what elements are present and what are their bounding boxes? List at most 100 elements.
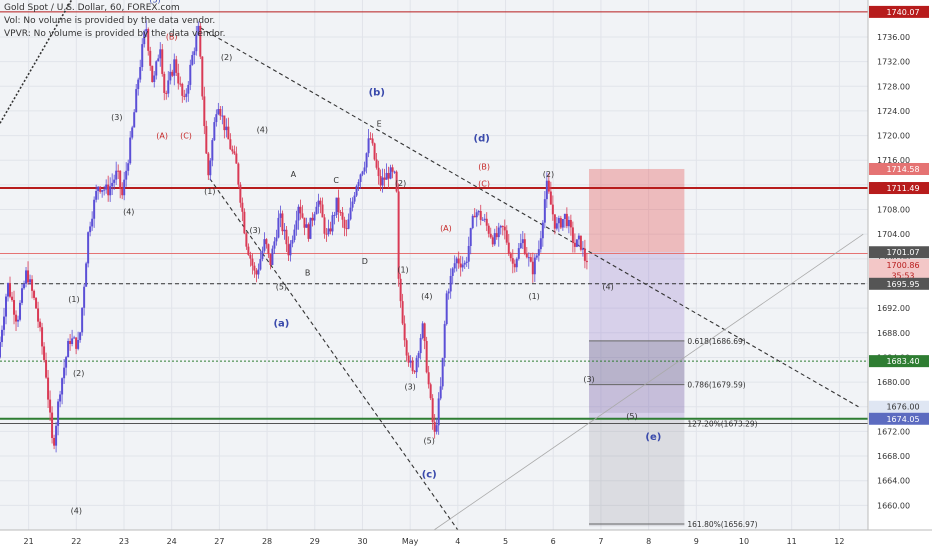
candle-body	[231, 149, 234, 152]
candle-body	[575, 239, 578, 247]
candle-body	[315, 206, 318, 215]
candle-body	[339, 212, 342, 214]
time-tick-label: 11	[787, 537, 797, 546]
candle-body	[369, 138, 372, 140]
candle-body	[23, 283, 26, 289]
candle-body	[211, 140, 214, 161]
candle-body	[87, 232, 90, 264]
candle-body	[187, 84, 190, 94]
time-tick-label: 27	[214, 537, 224, 546]
candle-body	[509, 253, 512, 259]
fib-level-label: 0.786(1679.59)	[687, 381, 745, 390]
candle-body	[257, 269, 260, 275]
candle-body	[131, 127, 134, 138]
candle-body	[531, 261, 534, 275]
candle-body	[467, 245, 470, 262]
candle-body	[385, 172, 388, 180]
candle-body	[417, 353, 420, 359]
wave-label: (1)	[528, 292, 539, 301]
extension-zone	[589, 418, 685, 527]
candle-body	[325, 233, 328, 235]
price-label-bg	[869, 400, 929, 413]
time-axis[interactable]	[0, 530, 932, 550]
candle-body	[581, 248, 584, 250]
candle-body	[353, 195, 356, 202]
candle-body	[371, 138, 374, 144]
chart-title: Gold Spot / U.S. Dollar, 60, FOREX.com	[4, 3, 180, 13]
price-label-bg	[869, 355, 929, 368]
candle-body	[499, 225, 502, 228]
candle-body	[393, 171, 396, 173]
candle-body	[427, 372, 430, 385]
fib-zone-upper	[589, 340, 685, 385]
candle-body	[409, 360, 412, 363]
candle-body	[415, 358, 418, 373]
wave-label: D	[362, 257, 368, 266]
candle-body	[209, 160, 212, 176]
candle-body	[57, 401, 60, 426]
candle-body	[475, 212, 478, 218]
candle-body	[41, 327, 44, 347]
candle-body	[541, 222, 544, 239]
wave-label: (e)	[645, 432, 661, 443]
wave-label: B	[305, 268, 311, 277]
candle-body	[163, 73, 166, 93]
candle-body	[93, 199, 96, 219]
candle-body	[373, 143, 376, 160]
candle-body	[511, 258, 514, 264]
price-label-bg	[869, 277, 929, 290]
candle-body	[355, 186, 358, 196]
candle-body	[489, 233, 492, 238]
candle-body	[291, 239, 294, 244]
candle-body	[583, 248, 586, 261]
candle-body	[283, 229, 286, 232]
candle-body	[573, 242, 576, 247]
candle-body	[135, 89, 138, 113]
candle-body	[275, 237, 278, 242]
candle-body	[465, 261, 468, 263]
candle-body	[515, 258, 518, 268]
candle-body	[305, 224, 308, 228]
candle-body	[539, 238, 542, 250]
candle-body	[145, 29, 148, 32]
candle-body	[117, 170, 120, 172]
candle-body	[337, 197, 340, 213]
candle-body	[297, 206, 300, 221]
price-tick-label: 1720.00	[877, 132, 910, 141]
wave-label: (4)	[421, 292, 432, 301]
wave-label: (2)	[395, 179, 406, 188]
time-tick-label: 7	[598, 537, 603, 546]
price-label-bg	[869, 246, 929, 259]
wave-label: A	[291, 170, 297, 179]
wave-label: (5)	[626, 412, 637, 421]
horizontal-levels	[0, 11, 868, 424]
candle-body	[557, 218, 560, 224]
candle-body	[281, 213, 284, 232]
candle-body	[341, 212, 344, 220]
candle-body	[9, 283, 12, 297]
wave-label: (4)	[71, 506, 82, 515]
wave-label: (A)	[440, 224, 452, 233]
price-label-bg	[869, 182, 929, 195]
candle-body	[137, 79, 140, 90]
time-tick-label: 6	[551, 537, 556, 546]
candle-body	[5, 296, 8, 317]
candle-body	[213, 122, 216, 141]
volume-note: Vol: No volume is provided by the data v…	[4, 16, 216, 26]
candle-body	[447, 291, 450, 294]
candle-body	[437, 398, 440, 426]
candle-body	[521, 239, 524, 244]
candle-body	[423, 323, 426, 342]
candle-body	[477, 210, 480, 213]
candle-body	[149, 50, 152, 66]
price-tick-label: 1704.00	[877, 230, 910, 239]
candle-body	[73, 337, 76, 339]
wave-labels: (5) (B) (2) (3) (A) (C) (4) (4) (1) (3) A C B D (5) (a)…	[68, 0, 661, 515]
candle-body	[221, 115, 224, 117]
price-label: 1695.95	[886, 280, 919, 289]
price-label: 1714.58	[886, 165, 919, 174]
wave-label: (1)	[204, 187, 215, 196]
candle-body	[401, 301, 404, 324]
candle-body	[219, 109, 222, 116]
